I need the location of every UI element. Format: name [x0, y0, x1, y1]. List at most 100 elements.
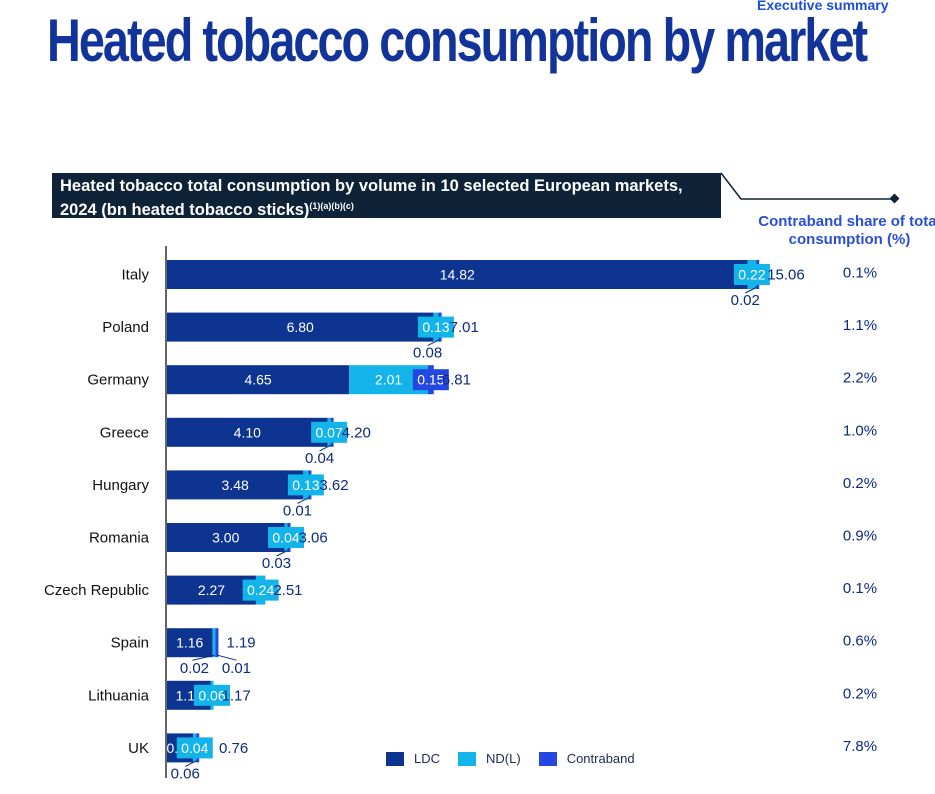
- bar-ldc-hungary: [167, 470, 304, 500]
- contraband-share-romania: 0.9%: [843, 528, 877, 545]
- leader-line-spain: [192, 654, 215, 661]
- category-label-czech-republic: Czech Republic: [44, 582, 150, 599]
- contraband-share-spain: 0.6%: [843, 633, 877, 650]
- total-label-spain: 1.19: [226, 635, 255, 652]
- data-label-ndl-romania: 0.04: [272, 530, 299, 546]
- chart-subtitle-text: Heated tobacco total consumption by volu…: [60, 177, 683, 219]
- bar-ldc-czech-republic: [167, 575, 256, 605]
- leader-line-italy: [744, 286, 758, 294]
- data-label-contraband-germany: 0.15: [417, 372, 444, 388]
- data-label-contraband-hungary: 0.01: [283, 502, 312, 519]
- bar-ndl-spain: [212, 628, 216, 658]
- contraband-share-header: Contraband share of total consumption (%…: [758, 213, 935, 248]
- data-label-ldc-poland: 6.80: [287, 319, 314, 335]
- contraband-share-czech-republic: 0.1%: [843, 580, 877, 597]
- legend-label-ldc: LDC: [414, 751, 441, 766]
- total-label-romania: 3.06: [299, 530, 328, 547]
- total-label-germany: 6.81: [442, 372, 471, 389]
- bar-ldc-italy: [167, 260, 748, 289]
- leader-line-hungary: [297, 496, 310, 504]
- total-label-uk: 0.76: [219, 740, 248, 757]
- leader-line-greece: [319, 444, 332, 452]
- data-label-ldc-italy: 14.82: [440, 267, 475, 283]
- data-label-contraband-poland: 0.08: [413, 345, 442, 362]
- legend-item-contraband: Contraband: [538, 751, 635, 766]
- contraband-share-germany: 2.2%: [843, 370, 877, 387]
- leader-line-uk: [185, 759, 198, 767]
- data-label-bg-ndl-italy: [733, 264, 770, 285]
- data-label-ndl-uk: 0.04: [181, 740, 208, 756]
- category-label-spain: Spain: [111, 635, 149, 652]
- data-label-bg-contraband-germany: [412, 369, 449, 391]
- leader-line-romania: [276, 549, 289, 557]
- data-label-ndl-greece: 0.07: [315, 424, 342, 440]
- bar-contraband-spain: [215, 628, 219, 658]
- subtitle-connector-line: [720, 172, 895, 200]
- bar-ldc-germany: [167, 365, 350, 395]
- page-title: Heated tobacco consumption by market: [47, 7, 868, 74]
- data-label-bg-ndl-czech-republic: [242, 579, 279, 601]
- contraband-share-italy: 0.1%: [843, 265, 877, 282]
- category-label-romania: Romania: [89, 530, 150, 547]
- connector-end-marker: [889, 193, 900, 204]
- legend-item-ndl: ND(L): [458, 751, 521, 766]
- category-label-lithuania: Lithuania: [88, 687, 150, 704]
- category-label-uk: UK: [128, 740, 149, 757]
- chart-subtitle: Heated tobacco total consumption by volu…: [52, 173, 721, 219]
- data-label-ndl-lithuania: 0.06: [198, 687, 225, 703]
- data-label-ndl-hungary: 0.13: [292, 477, 319, 493]
- bar-ldc-poland: [167, 312, 434, 342]
- leader-line-poland: [427, 339, 440, 347]
- data-label-ldc-greece: 4.10: [234, 424, 261, 440]
- data-label-ndl-germany: 2.01: [375, 372, 402, 388]
- data-label-ldc-czech-republic: 2.27: [198, 582, 225, 598]
- contraband-share-poland: 1.1%: [843, 317, 877, 334]
- category-label-poland: Poland: [102, 319, 149, 336]
- data-label-bg-ndl-lithuania: [193, 684, 230, 706]
- chart-legend: LDC ND(L) Contraband: [386, 751, 635, 766]
- total-label-poland: 7.01: [450, 319, 479, 336]
- leader-line-contraband-spain: [217, 654, 237, 661]
- data-label-contraband-greece: 0.04: [305, 450, 334, 467]
- legend-swatch-ldc: [386, 751, 404, 766]
- contraband-share-uk: 7.8%: [843, 738, 877, 755]
- data-label-contraband-uk: 0.06: [171, 765, 200, 782]
- legend-label-ndl: ND(L): [486, 751, 521, 766]
- contraband-share-greece: 1.0%: [843, 422, 877, 439]
- data-label-ldc-romania: 3.00: [212, 530, 239, 546]
- data-label-bg-ndl-hungary: [287, 474, 324, 496]
- category-label-hungary: Hungary: [92, 477, 149, 494]
- data-label-ndl-italy: 0.22: [738, 267, 765, 283]
- data-label-bg-ndl-greece: [311, 421, 348, 443]
- data-label-ndl-spain: 0.02: [180, 660, 209, 677]
- legend-item-ldc: LDC: [386, 751, 440, 766]
- total-label-czech-republic: 2.51: [273, 582, 302, 599]
- data-label-contraband-spain: 0.01: [222, 660, 251, 677]
- data-label-contraband-romania: 0.03: [262, 555, 291, 572]
- contraband-share-hungary: 0.2%: [843, 475, 877, 492]
- contraband-share-lithuania: 0.2%: [843, 685, 877, 702]
- total-label-greece: 4.20: [342, 424, 371, 441]
- bar-ldc-spain: [167, 628, 213, 658]
- total-label-hungary: 3.62: [319, 477, 348, 494]
- legend-swatch-contraband: [538, 751, 557, 766]
- total-label-italy: 15.06: [767, 267, 805, 284]
- data-label-contraband-italy: 0.02: [731, 292, 760, 309]
- data-label-ndl-poland: 0.13: [422, 319, 449, 335]
- section-label: Executive summary: [757, 0, 889, 13]
- data-label-ldc-hungary: 3.48: [222, 477, 249, 493]
- category-label-germany: Germany: [87, 372, 149, 389]
- data-label-ndl-czech-republic: 0.24: [247, 582, 274, 598]
- legend-label-contraband: Contraband: [566, 751, 635, 766]
- total-label-lithuania: 1.17: [221, 687, 250, 704]
- legend-swatch-ndl: [458, 751, 477, 766]
- category-label-italy: Italy: [121, 267, 149, 284]
- bars-layer: Italy 14.82 0.22 15.06 0.02 0.1% Poland 6.80 0.1…: [44, 260, 877, 782]
- data-label-bg-ndl-poland: [417, 316, 454, 338]
- chart-subtitle-footnote: (1)(a)(b)(c): [309, 201, 354, 211]
- data-label-ldc-spain: 1.16: [176, 635, 203, 651]
- bar-ldc-romania: [167, 523, 285, 552]
- category-label-greece: Greece: [100, 424, 149, 441]
- data-label-bg-ndl-uk: [176, 737, 213, 759]
